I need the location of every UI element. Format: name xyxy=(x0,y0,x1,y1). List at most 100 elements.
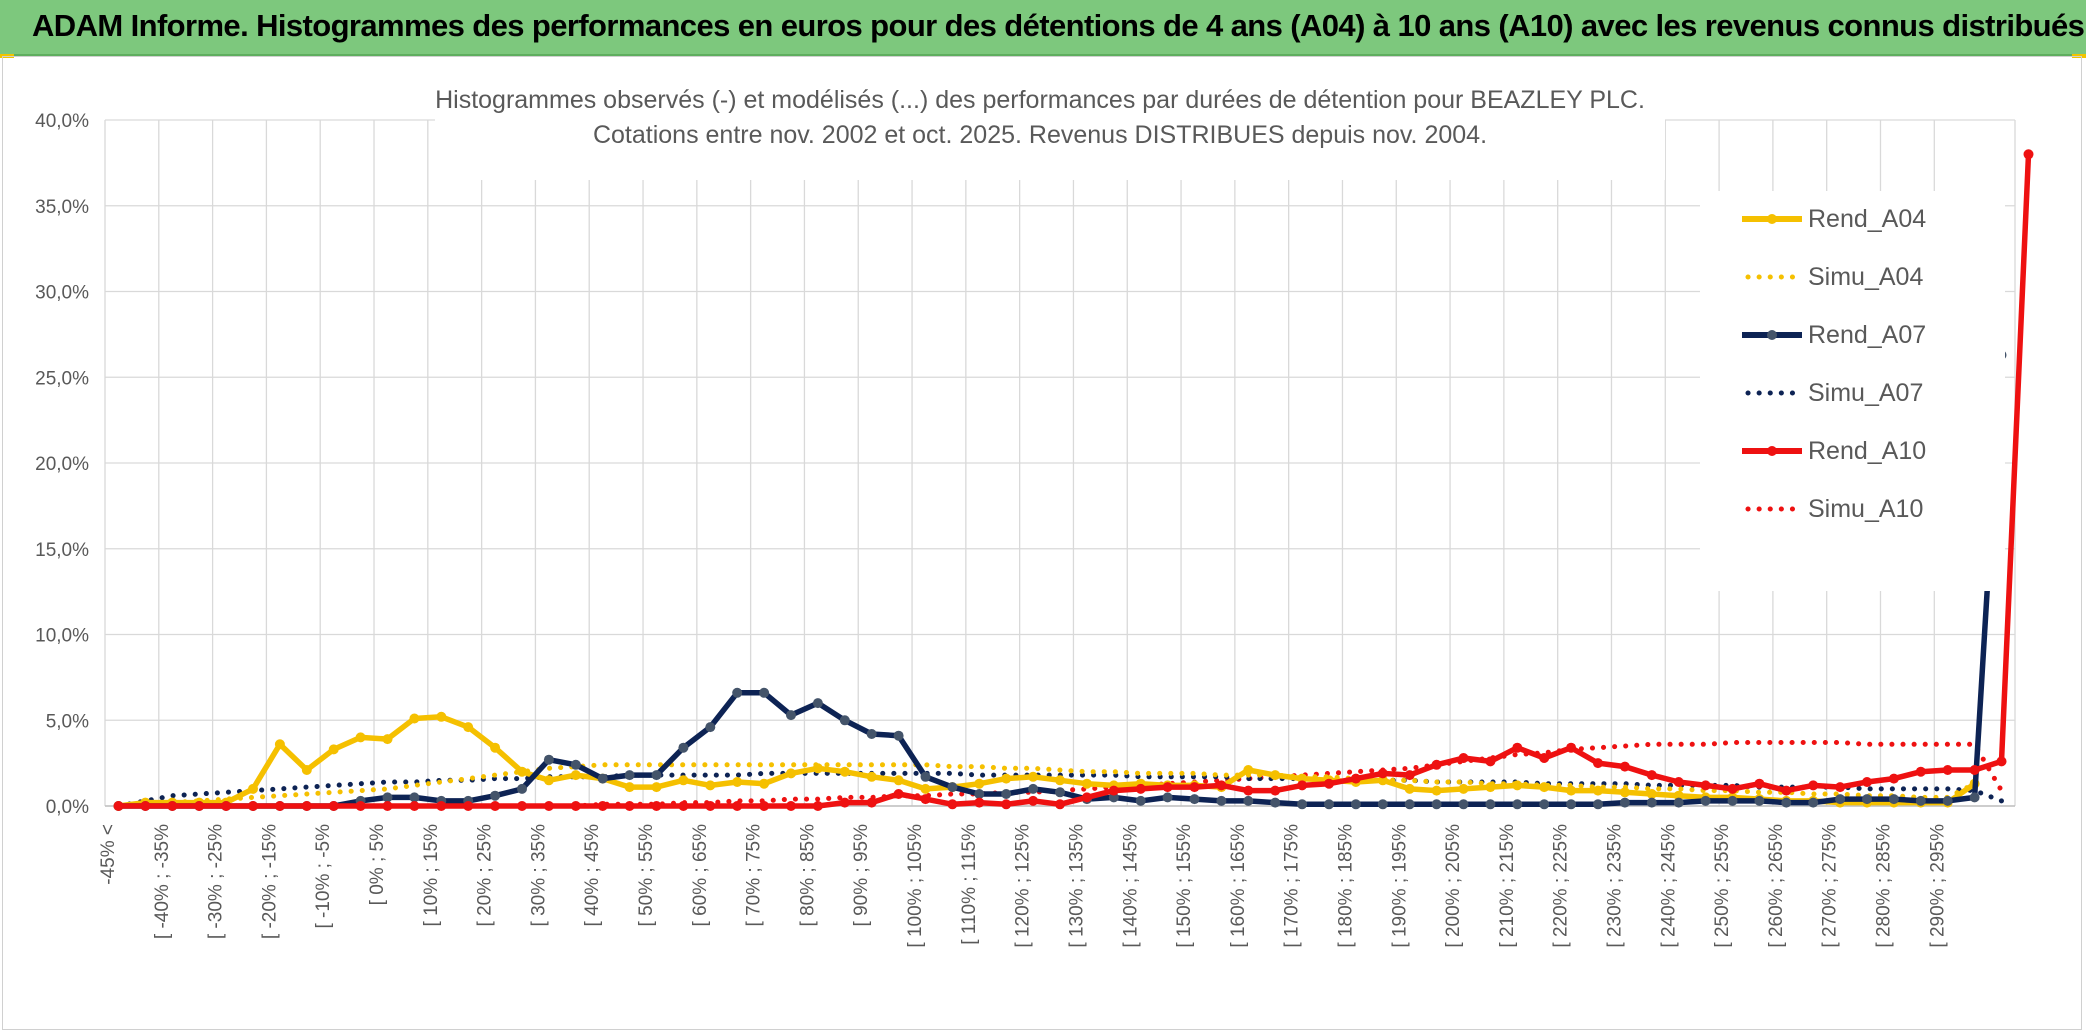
series-point-rend-a07 xyxy=(382,792,393,803)
report-title: ADAM Informe. Histogrammes des performan… xyxy=(32,8,2085,43)
series-point-rend-a10 xyxy=(839,797,850,808)
series-point-rend-a07 xyxy=(409,792,420,803)
series-point-rend-a04 xyxy=(1485,782,1496,793)
series-point-rend-a10 xyxy=(624,801,635,811)
series-point-rend-a07 xyxy=(570,759,581,770)
series-point-rend-a10 xyxy=(409,801,420,811)
series-point-rend-a10 xyxy=(893,789,904,799)
series-point-rend-a07 xyxy=(974,789,985,799)
y-tick-label: 20,0% xyxy=(35,454,89,475)
series-point-rend-a10 xyxy=(974,797,985,808)
series-point-rend-a10 xyxy=(1646,770,1657,781)
series-point-rend-a10 xyxy=(463,801,474,811)
series-point-rend-a10 xyxy=(1619,761,1630,772)
x-tick-label: [ -10% ; -5% xyxy=(313,824,334,929)
series-point-rend-a04 xyxy=(274,739,285,750)
series-point-rend-a04 xyxy=(1431,785,1442,796)
series-point-rend-a10 xyxy=(1324,778,1334,789)
series-point-rend-a07 xyxy=(1001,789,1012,799)
x-tick-label: [ 10% ; 15% xyxy=(421,824,442,927)
series-point-rend-a10 xyxy=(248,801,258,811)
x-tick-label: [ 90% ; 95% xyxy=(851,824,872,927)
series-point-rend-a07 xyxy=(1619,797,1630,808)
series-point-rend-a10 xyxy=(1566,742,1577,753)
series-point-rend-a04 xyxy=(463,722,474,733)
legend-label-rend-a04: Rend_A04 xyxy=(1808,205,1926,233)
series-point-rend-a07 xyxy=(1969,792,1980,803)
series-point-rend-a04 xyxy=(1404,783,1415,794)
series-point-rend-a04 xyxy=(920,783,931,794)
legend-marker-rend-a04 xyxy=(1767,214,1777,224)
series-point-rend-a10 xyxy=(732,801,743,811)
series-point-rend-a10 xyxy=(1055,799,1065,810)
legend-marker-rend-a07 xyxy=(1767,330,1777,340)
x-tick-label: [ 50% ; 55% xyxy=(636,824,657,927)
series-point-rend-a10 xyxy=(1458,753,1469,763)
series-point-rend-a10 xyxy=(1189,782,1200,793)
series-point-rend-a07 xyxy=(947,782,958,793)
series-point-rend-a04 xyxy=(1566,785,1577,796)
series-point-rend-a04 xyxy=(1028,771,1039,782)
series-point-rend-a04 xyxy=(812,763,823,774)
x-tick-label: [ 20% ; 25% xyxy=(475,824,496,927)
x-tick-label: [ 70% ; 75% xyxy=(744,824,765,927)
series-point-rend-a04 xyxy=(1243,765,1254,775)
x-tick-label: [ -30% ; -25% xyxy=(206,824,227,939)
x-tick-label: [ 80% ; 85% xyxy=(797,824,818,927)
series-point-rend-a10 xyxy=(1028,795,1039,806)
y-tick-label: 0,0% xyxy=(46,797,89,818)
series-point-rend-a07 xyxy=(1431,799,1442,810)
series-point-rend-a07 xyxy=(624,770,635,781)
series-point-rend-a10 xyxy=(490,801,501,811)
series-point-rend-a04 xyxy=(1055,775,1065,786)
series-point-rend-a07 xyxy=(1942,795,1953,806)
series-point-rend-a10 xyxy=(113,801,124,811)
y-tick-label: 40,0% xyxy=(35,111,89,132)
series-point-rend-a04 xyxy=(974,778,985,789)
series-point-rend-a10 xyxy=(1216,780,1227,791)
series-point-rend-a04 xyxy=(1539,782,1550,793)
x-tick-label: [ 190% ; 195% xyxy=(1389,824,1410,948)
series-point-rend-a10 xyxy=(2023,149,2034,160)
series-point-rend-a07 xyxy=(1458,799,1469,810)
series-point-rend-a07 xyxy=(1377,799,1388,810)
series-point-rend-a07 xyxy=(1673,797,1684,808)
chart-frame xyxy=(2,56,2082,1030)
series-point-rend-a07 xyxy=(1566,799,1577,810)
series-point-rend-a04 xyxy=(1593,785,1603,796)
x-tick-label: [ 240% ; 245% xyxy=(1658,824,1679,948)
series-point-rend-a10 xyxy=(1862,777,1872,787)
series-point-rend-a10 xyxy=(1888,773,1899,784)
series-point-rend-a10 xyxy=(678,801,689,811)
series-point-rend-a04 xyxy=(490,742,501,753)
y-tick-label: 30,0% xyxy=(35,283,89,304)
series-line-rend-a04 xyxy=(118,714,1977,809)
series-point-rend-a07 xyxy=(705,722,716,733)
series-point-rend-a10 xyxy=(947,799,958,810)
series-point-rend-a10 xyxy=(705,801,716,811)
series-point-rend-a07 xyxy=(1270,797,1281,808)
series-point-rend-a04 xyxy=(355,732,366,743)
series-point-rend-a04 xyxy=(328,744,339,755)
series-point-rend-a10 xyxy=(1350,773,1361,784)
series-point-rend-a10 xyxy=(866,797,877,808)
series-point-rend-a07 xyxy=(1888,794,1899,805)
series-point-rend-a04 xyxy=(1001,773,1012,784)
series-point-rend-a10 xyxy=(1485,756,1496,767)
x-tick-label: [ 170% ; 175% xyxy=(1282,824,1303,948)
series-point-rend-a04 xyxy=(732,777,743,787)
series-point-rend-a10 xyxy=(1243,785,1254,796)
series-point-rend-a10 xyxy=(517,801,527,811)
series-point-rend-a10 xyxy=(1135,783,1146,794)
series-point-rend-a10 xyxy=(1270,785,1281,796)
x-tick-label: [ 110% ; 115% xyxy=(959,824,980,945)
series-point-rend-a10 xyxy=(920,794,931,805)
x-tick-label: [ 230% ; 235% xyxy=(1604,824,1625,948)
series-point-rend-a10 xyxy=(759,801,770,811)
series-point-rend-a07 xyxy=(893,730,904,741)
series-point-rend-a04 xyxy=(543,775,554,786)
x-tick-label: [ 0% ; 5% xyxy=(367,824,388,905)
series-point-rend-a10 xyxy=(1539,753,1550,763)
series-point-rend-a10 xyxy=(1996,756,2007,767)
x-tick-label: [ 180% ; 185% xyxy=(1335,824,1356,948)
